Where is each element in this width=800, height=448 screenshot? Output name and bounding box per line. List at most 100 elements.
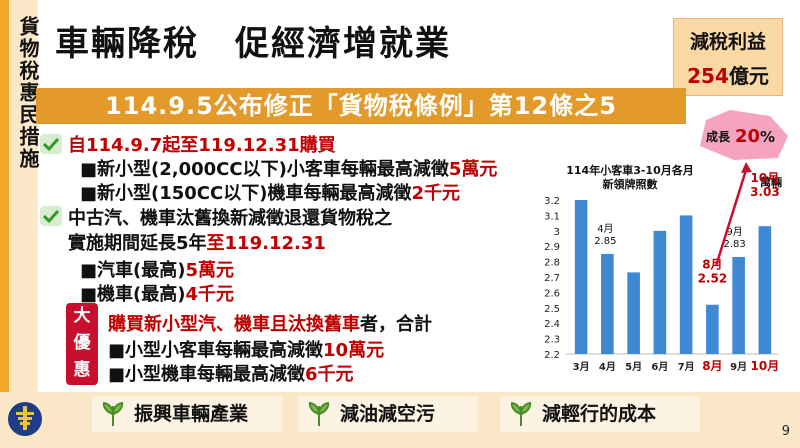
great-deal-line3: ■小型機車每輛最高減徵6千元 <box>108 360 354 386</box>
great-deal-badge: 大 優 惠 <box>66 303 98 385</box>
section2-line3-text: ■機車(最高) <box>80 284 186 305</box>
chart-title-line1: 114年小客車3-10月各月 <box>566 163 694 177</box>
y-tick-label: 2.6 <box>544 288 560 299</box>
section1-line2: ■新小型(150CC以下)機車每輛最高減徵2千元 <box>80 179 460 205</box>
tax-benefit-unit: 億元 <box>728 64 769 88</box>
y-tick-label: 3 <box>554 227 560 238</box>
y-tick-label: 2.9 <box>544 242 560 253</box>
data-label: 9月 <box>726 226 742 238</box>
tag-industry: 振興車輛產業 <box>92 396 282 432</box>
leaf-icon <box>308 401 330 426</box>
x-tick-label: 5月 <box>625 361 642 373</box>
tax-benefit-box: 減稅利益 254億元 <box>673 18 783 96</box>
page-title: 車輛降稅 促經濟增就業 <box>55 24 451 64</box>
bar-9月 <box>732 256 745 354</box>
y-tick-label: 3.1 <box>544 211 560 222</box>
page-number: 9 <box>781 424 790 439</box>
leaf-icon <box>102 401 124 426</box>
check-icon <box>40 206 62 226</box>
y-tick-label: 2.5 <box>544 304 560 315</box>
section1-line1-text: ■新小型(2,000CC以下)小客車每輛最高減徵 <box>80 159 449 180</box>
y-tick-label: 2.7 <box>544 273 560 284</box>
great-deal-line1: 購買新小型汽、機車且汰換舊車者，合計 <box>108 310 432 336</box>
section2-line3: ■機車(最高)4千元 <box>80 280 234 306</box>
x-tick-label: 6月 <box>651 361 668 373</box>
ministry-emblem-icon <box>8 402 42 436</box>
great-deal-char: 大 <box>73 306 91 326</box>
great-deal-line1-highlight: 購買新小型汽、機車且汰換舊車 <box>108 314 360 335</box>
section1-line2-amount: 2千元 <box>411 183 460 204</box>
tag-cost: 減輕行的成本 <box>500 396 700 432</box>
chart-bars <box>574 200 772 354</box>
section1-heading: 自114.9.7起至119.12.31購買 <box>68 135 336 156</box>
bar-6月 <box>653 230 667 354</box>
great-deal-line3-text: ■小型機車每輛最高減徵 <box>108 364 306 385</box>
chart-x-axis: 3月 4月 5月 6月 7月 8月 9月 10月 <box>573 359 780 373</box>
data-label: 2.83 <box>723 239 745 250</box>
tag-emission: 減油減空污 <box>298 396 478 432</box>
growth-value: 20 <box>735 126 760 147</box>
growth-prefix: 成長 <box>706 129 731 144</box>
great-deal-char: 優 <box>73 333 91 353</box>
great-deal-line2-text: ■小型小客車每輛最高減徵 <box>108 340 324 361</box>
bar-4月 <box>601 253 614 354</box>
x-tick-label: 7月 <box>678 361 695 373</box>
x-tick-label: 10月 <box>751 359 780 373</box>
side-tab: 貨物稅惠民措施 <box>0 0 40 400</box>
section2-line2-text: ■汽車(最高) <box>80 260 186 281</box>
tag-label: 減輕行的成本 <box>542 403 657 425</box>
section2-line3-amount: 4千元 <box>185 284 234 305</box>
section1-line2-text: ■新小型(150CC以下)機車每輛最高減徵 <box>80 183 412 204</box>
growth-arrow <box>715 169 748 266</box>
x-tick-label: 4月 <box>599 361 616 373</box>
great-deal-line1-suffix: 者，合計 <box>360 314 432 335</box>
y-tick-label: 2.3 <box>544 335 560 346</box>
section2-line1: 實施期間延長5年至119.12.31 <box>68 229 326 255</box>
data-label: 8月 <box>702 258 722 272</box>
data-label: 2.52 <box>698 272 728 286</box>
growth-starburst <box>700 110 788 160</box>
x-tick-label: 3月 <box>573 361 590 373</box>
data-label: 4月 <box>597 223 613 235</box>
section1-line1-amount: 5萬元 <box>448 159 498 180</box>
bar-8月 <box>706 304 719 354</box>
growth-arrowhead <box>741 162 752 173</box>
tag-label: 振興車輛產業 <box>134 403 249 425</box>
great-deal-line3-amount: 6千元 <box>305 364 354 385</box>
y-tick-label: 2.4 <box>544 319 560 330</box>
tax-benefit-value: 254億元 <box>674 60 782 89</box>
chart-unit: 萬輛 <box>760 175 782 189</box>
growth-suffix: % <box>760 128 775 146</box>
check-icon <box>40 134 62 154</box>
bar-10月 <box>758 226 772 354</box>
tag-label: 減油減空污 <box>340 403 436 425</box>
section2-line2-amount: 5萬元 <box>185 260 234 281</box>
growth-callout: 成長 20 % <box>700 110 788 160</box>
chart-title-line2: 新領牌照數 <box>603 177 658 191</box>
section2-line1-date: 至119.12.31 <box>206 233 326 254</box>
y-tick-label: 2.2 <box>544 350 560 361</box>
great-deal-char: 惠 <box>73 360 91 380</box>
tax-benefit-amount: 254 <box>687 64 729 88</box>
bar-5月 <box>627 272 640 354</box>
bar-7月 <box>679 215 693 354</box>
y-tick-label: 2.8 <box>544 258 560 269</box>
bar-3月 <box>574 200 588 354</box>
side-tab-strip <box>0 0 9 400</box>
data-label: 2.85 <box>594 236 616 247</box>
x-tick-label: 9月 <box>730 361 747 373</box>
data-label: 3.03 <box>750 185 780 199</box>
great-deal-line2-amount: 10萬元 <box>323 340 385 361</box>
section2-heading: 中古汽、機車汰舊換新減徵退還貨物稅之 <box>68 208 392 229</box>
y-tick-label: 3.2 <box>544 196 560 207</box>
section2-line2: ■汽車(最高)5萬元 <box>80 256 234 282</box>
leaf-icon <box>510 401 532 426</box>
x-tick-label: 8月 <box>702 359 722 373</box>
law-banner: 114.9.5公布修正「貨物稅條例」第12條之5 <box>36 88 686 124</box>
section1-line1: ■新小型(2,000CC以下)小客車每輛最高減徵5萬元 <box>80 155 497 181</box>
vehicle-registration-chart: 成長 20 % 114年小客車3-10月各月 新領牌照數 萬輛 3.2 3.1 3 2… <box>544 110 788 373</box>
section2-line1-text: 實施期間延長5年 <box>68 233 207 254</box>
tax-benefit-label: 減稅利益 <box>689 31 766 53</box>
great-deal-line2: ■小型小客車每輛最高減徵10萬元 <box>108 336 384 362</box>
